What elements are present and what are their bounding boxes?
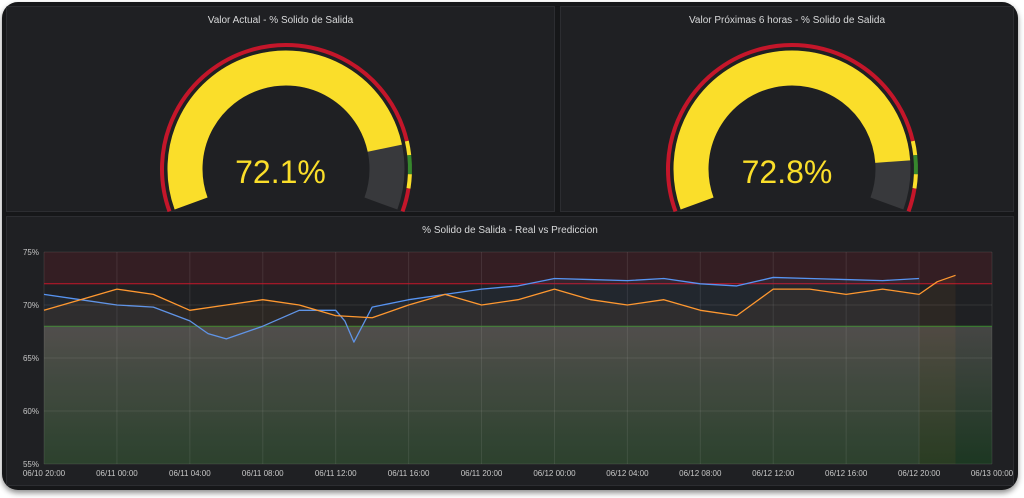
x-tick-label: 06/11 20:00 — [461, 469, 503, 478]
chart-panel[interactable]: % Solido de Salida - Real vs Prediccion … — [6, 216, 1014, 486]
x-tick-label: 06/11 12:00 — [315, 469, 357, 478]
gauge-next-6h — [666, 43, 918, 213]
x-tick-label: 06/12 04:00 — [606, 469, 649, 478]
gauge-threshold-band — [666, 43, 915, 213]
gauge-threshold-band — [407, 154, 412, 175]
threshold-upper-region — [44, 252, 992, 284]
line-chart: 55% 60% 65% 70% 75% 06/10 20:00 06/11 00:00 06/… — [23, 248, 1014, 478]
x-tick-label: 06/11 08:00 — [242, 469, 284, 478]
gauge-threshold-band — [910, 140, 918, 156]
x-tick-label: 06/12 12:00 — [752, 469, 795, 478]
panel-title: Valor Próximas 6 horas - % Solido de Sal… — [688, 15, 886, 26]
series-area-0 — [44, 277, 920, 464]
gauge-current — [160, 43, 412, 213]
gauge-threshold-band — [906, 188, 917, 213]
series-line-1 — [43, 274, 956, 319]
y-tick-label: 75% — [23, 248, 39, 257]
panel-title: Valor Actual - % Solido de Salida — [207, 15, 354, 26]
gauge-value-arc — [673, 50, 911, 210]
x-tick-label: 06/13 00:00 — [971, 469, 1014, 478]
x-tick-label: 06/11 04:00 — [169, 469, 211, 478]
y-tick-label: 55% — [23, 460, 39, 469]
gauge-threshold-band — [406, 174, 412, 189]
gauge-threshold-band — [404, 140, 412, 156]
x-tick-label: 06/12 08:00 — [679, 469, 722, 478]
x-tick-label: 06/11 16:00 — [388, 469, 430, 478]
gauge-value: 72.8% — [741, 154, 833, 190]
gauge-threshold-band — [400, 188, 411, 213]
gauge-panel-next-6h[interactable]: Valor Próximas 6 horas - % Solido de Sal… — [560, 6, 1014, 213]
gauge-panel-current[interactable]: Valor Actual - % Solido de Salida 72.1% — [6, 6, 555, 213]
gauge-threshold-band — [913, 154, 918, 175]
y-tick-label: 60% — [23, 407, 39, 416]
series-line-0 — [43, 276, 920, 343]
threshold-lower-region — [44, 326, 992, 464]
gauge-threshold-band — [160, 43, 409, 213]
gauge-value: 72.1% — [235, 154, 326, 190]
y-tick-label: 70% — [23, 301, 39, 310]
x-tick-label: 06/12 16:00 — [825, 469, 868, 478]
x-tick-label: 06/10 20:00 — [23, 469, 66, 478]
dashboard-frame: Valor Actual - % Solido de Salida 72.1% … — [2, 2, 1018, 490]
x-tick-label: 06/12 20:00 — [898, 469, 941, 478]
gauge-value-arc — [167, 50, 402, 210]
gauge-threshold-band — [912, 174, 918, 189]
x-tick-label: 06/12 00:00 — [533, 469, 576, 478]
series-area-1 — [44, 275, 956, 464]
chart-title: % Solido de Salida - Real vs Prediccion — [422, 225, 598, 236]
x-tick-label: 06/11 00:00 — [96, 469, 138, 478]
y-tick-label: 65% — [23, 354, 39, 363]
